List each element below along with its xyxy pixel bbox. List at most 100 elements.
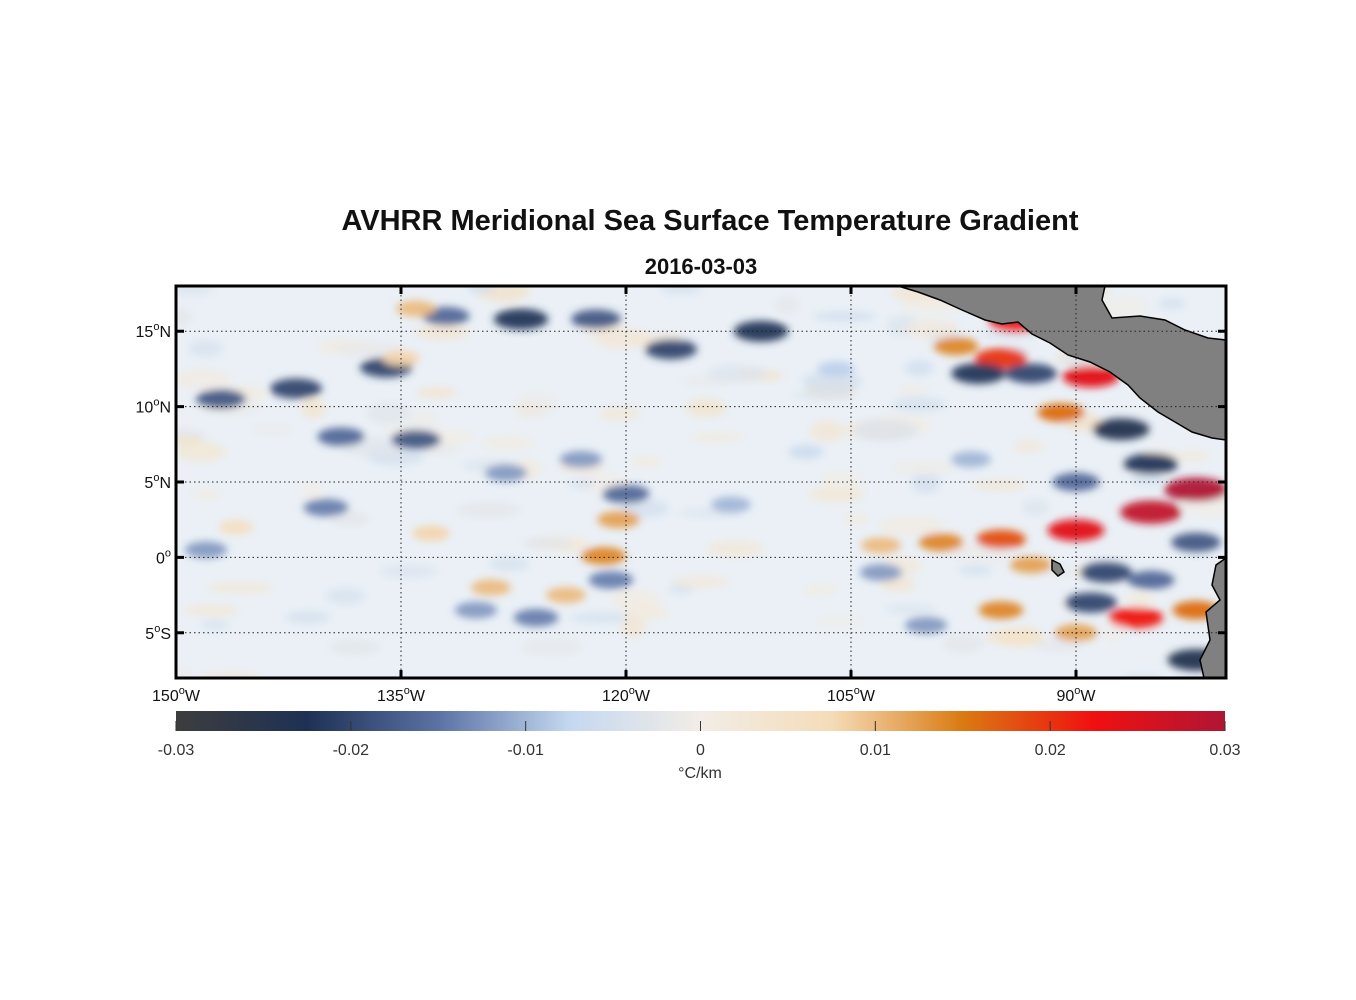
- gradient-patch: [489, 557, 530, 572]
- gradient-patch: [569, 612, 638, 624]
- gradient-feature: [1092, 418, 1150, 441]
- gradient-patch: [892, 397, 947, 412]
- gradient-patch: [568, 479, 596, 489]
- colorbar-unit-label: °C/km: [678, 765, 722, 782]
- gradient-feature: [270, 378, 322, 399]
- gradient-patch: [328, 639, 382, 656]
- gradient-patch: [809, 420, 845, 442]
- gradient-patch: [880, 578, 916, 592]
- x-tick-label: 105oW: [827, 685, 876, 705]
- gradient-feature: [933, 337, 979, 356]
- gradient-patch: [176, 307, 193, 327]
- y-tick-label: 5oS: [145, 623, 171, 643]
- gradient-feature: [861, 537, 901, 554]
- gradient-feature: [976, 529, 1026, 549]
- gradient-feature: [788, 444, 824, 460]
- gradient-patch: [520, 637, 584, 656]
- gradient-patch: [899, 386, 928, 395]
- gradient-patch: [415, 324, 469, 340]
- gradient-feature: [1123, 453, 1179, 475]
- gradient-patch: [904, 359, 934, 377]
- gradient-patch: [774, 296, 800, 315]
- gradient-patch: [466, 286, 496, 295]
- gradient-patch: [455, 502, 522, 518]
- y-axis-ticks: 15oN 10oN 5oN 0o 5oS: [136, 321, 1226, 643]
- gradient-patch: [891, 459, 955, 476]
- gradient-patch: [957, 565, 993, 575]
- gradient-feature: [1171, 532, 1221, 552]
- y-tick-label: 0o: [156, 547, 171, 567]
- gradient-feature: [1062, 365, 1120, 388]
- gradient-patch: [366, 402, 411, 425]
- gradient-feature: [645, 339, 697, 360]
- y-tick-label: 15oN: [136, 321, 171, 341]
- gradient-feature: [817, 361, 855, 377]
- gradient-patch: [707, 364, 768, 383]
- gradient-patch: [206, 582, 274, 593]
- gradient-patch: [298, 482, 324, 499]
- gradient-patch: [1125, 592, 1156, 608]
- gradient-field: [176, 286, 1226, 678]
- gradient-feature: [918, 533, 964, 552]
- gradient-patch: [415, 387, 458, 399]
- colorbar-tick-label: -0.03: [158, 742, 195, 759]
- x-axis-ticks: 150oW 135oW 120oW 105oW 90oW: [152, 286, 1096, 705]
- colorbar-tick-label: 0.03: [1209, 742, 1240, 759]
- gradient-feature: [859, 564, 903, 581]
- gradient-patch: [659, 286, 702, 295]
- gradient-patch: [997, 627, 1044, 647]
- gradient-feature: [493, 308, 549, 330]
- gradient-patch: [1022, 499, 1050, 517]
- y-tick-label: 10oN: [136, 397, 171, 417]
- gradient-feature: [559, 450, 603, 468]
- gradient-patch: [911, 472, 941, 494]
- gradient-patch: [176, 441, 227, 462]
- gradient-feature: [597, 511, 640, 529]
- gradient-patch: [521, 538, 575, 548]
- gradient-patch: [514, 393, 560, 416]
- gradient-feature: [513, 608, 559, 627]
- colorbar-tick-label: -0.02: [333, 742, 370, 759]
- gradient-patch: [1175, 450, 1212, 462]
- gradient-patch: [904, 319, 959, 340]
- gradient-patch: [285, 610, 331, 624]
- gradient-feature: [1127, 570, 1175, 590]
- gradient-patch: [808, 486, 865, 503]
- gradient-feature: [218, 520, 254, 535]
- gradient-feature: [904, 616, 948, 634]
- colorbar-tick-label: -0.01: [507, 742, 544, 759]
- gradient-feature: [1065, 592, 1117, 613]
- gradient-patch: [1158, 297, 1186, 310]
- colorbar-tick-label: 0.01: [860, 742, 891, 759]
- gradient-patch: [853, 419, 919, 442]
- gradient-feature: [951, 363, 1006, 384]
- gradient-feature: [196, 389, 246, 409]
- gradient-feature: [412, 525, 450, 541]
- x-tick-label: 150oW: [152, 685, 201, 705]
- gradient-patch: [706, 541, 764, 557]
- gradient-feature: [1005, 363, 1057, 384]
- gradient-patch: [409, 410, 438, 429]
- gradient-feature: [454, 601, 498, 619]
- gradient-patch: [620, 499, 670, 518]
- gradient-patch: [1102, 621, 1128, 642]
- gradient-feature: [571, 309, 621, 329]
- gradient-feature: [978, 601, 1024, 619]
- gradient-feature: [1164, 477, 1226, 502]
- y-tick-label: 5oN: [144, 472, 171, 492]
- gradient-patch: [329, 512, 370, 526]
- gradient-patch: [300, 398, 327, 419]
- gradient-patch: [599, 406, 641, 421]
- gradient-feature: [546, 587, 586, 604]
- gradient-feature: [588, 571, 634, 589]
- gradient-patch: [1013, 439, 1044, 453]
- gradient-patch: [631, 456, 661, 467]
- gradient-patch: [176, 369, 231, 390]
- gradient-patch: [671, 575, 730, 589]
- gradient-feature: [1080, 562, 1132, 583]
- central-america-land: [897, 286, 1226, 441]
- colorbar-tick-label: 0: [696, 742, 705, 759]
- colorbar-tick-label: 0.02: [1035, 742, 1066, 759]
- gradient-patch: [249, 424, 295, 435]
